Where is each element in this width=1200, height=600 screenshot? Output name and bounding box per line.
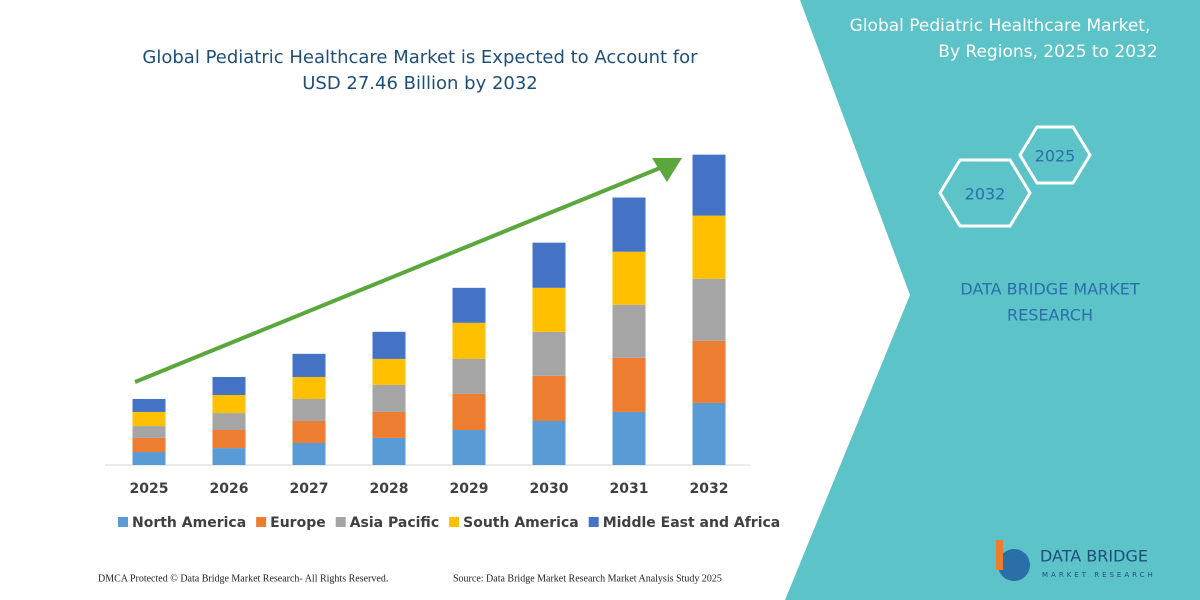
legend-label: Europe	[270, 515, 326, 531]
logo-tagline: MARKET RESEARCH	[1042, 571, 1156, 579]
footer-right: Source: Data Bridge Market Research Mark…	[453, 573, 722, 584]
x-tick-label: 2026	[210, 481, 249, 497]
footer-left: DMCA Protected © Data Bridge Market Rese…	[98, 573, 388, 584]
side-panel	[785, 0, 1200, 600]
bar-segment	[212, 430, 246, 449]
bar-segment	[612, 411, 646, 465]
bar-segment	[612, 197, 646, 252]
bar-segment	[612, 357, 646, 412]
x-tick-label: 2025	[130, 481, 169, 497]
bar-segment	[692, 215, 726, 279]
bar-segment	[212, 448, 246, 465]
bar-segment	[532, 375, 566, 421]
bar-segment	[372, 437, 406, 465]
x-tick-label: 2031	[610, 481, 649, 497]
bar-segment	[692, 154, 726, 216]
bar-segment	[452, 287, 486, 323]
bar-segment	[212, 376, 246, 396]
bar-segment	[292, 398, 326, 421]
bar-segment	[532, 420, 566, 465]
bar-segment	[372, 411, 406, 438]
bar-segment	[292, 353, 326, 377]
trend-arrow	[134, 166, 661, 384]
bar-segment	[292, 376, 326, 399]
bar-segment	[372, 384, 406, 412]
bar-segment	[132, 411, 166, 427]
bar-segment	[452, 430, 486, 465]
legend-swatch	[449, 517, 460, 527]
bar-segment	[532, 242, 566, 288]
bar-segment	[212, 395, 246, 414]
bar-segment	[292, 442, 326, 465]
x-tick-label: 2028	[370, 481, 409, 497]
legend-label: Middle East and Africa	[603, 515, 781, 531]
bar-segment	[372, 331, 406, 359]
brand-text: DATA BRIDGE MARKET	[960, 280, 1140, 299]
bar-segment	[692, 340, 726, 403]
hexagon-label: 2032	[965, 185, 1006, 204]
bar-segment	[132, 398, 166, 412]
x-tick-label: 2030	[530, 481, 569, 497]
hexagon-label: 2025	[1035, 147, 1076, 166]
bar-segment	[132, 426, 166, 438]
panel-title: Global Pediatric Healthcare Market,	[850, 16, 1151, 36]
logo-icon	[996, 540, 1003, 570]
x-tick-label: 2032	[690, 481, 729, 497]
bar-segment	[692, 278, 726, 341]
brand-text: RESEARCH	[1007, 306, 1093, 325]
legend-swatch	[335, 517, 346, 527]
bar-segment	[292, 420, 326, 443]
x-tick-label: 2029	[450, 481, 489, 497]
chart-title: USD 27.46 Billion by 2032	[302, 73, 538, 94]
hexagon	[938, 158, 1032, 228]
bar-segment	[212, 413, 246, 431]
trend-arrow-head	[652, 158, 682, 182]
logo-name: DATA BRIDGE	[1040, 547, 1148, 566]
legend-label: North America	[132, 515, 246, 531]
panel-title: By Regions, 2025 to 2032	[938, 42, 1157, 62]
bar-segment	[452, 322, 486, 359]
chart-title: Global Pediatric Healthcare Market is Ex…	[142, 47, 698, 68]
bar-segment	[372, 358, 406, 385]
bar-segment	[692, 402, 726, 465]
x-tick-label: 2027	[290, 481, 329, 497]
legend-swatch	[118, 517, 128, 527]
bar-segment	[532, 287, 566, 332]
bar-segment	[452, 358, 486, 394]
bar-segment	[132, 437, 166, 453]
bar-segment	[612, 251, 646, 305]
legend-swatch	[256, 517, 267, 527]
legend-label: Asia Pacific	[350, 515, 439, 531]
legend-label: South America	[463, 515, 579, 531]
legend-swatch	[588, 517, 599, 527]
bar-segment	[132, 452, 166, 465]
bar-segment	[612, 304, 646, 358]
bar-segment	[452, 393, 486, 431]
logo-icon	[998, 549, 1030, 581]
bar-segment	[532, 331, 566, 376]
hexagon	[1018, 125, 1092, 185]
